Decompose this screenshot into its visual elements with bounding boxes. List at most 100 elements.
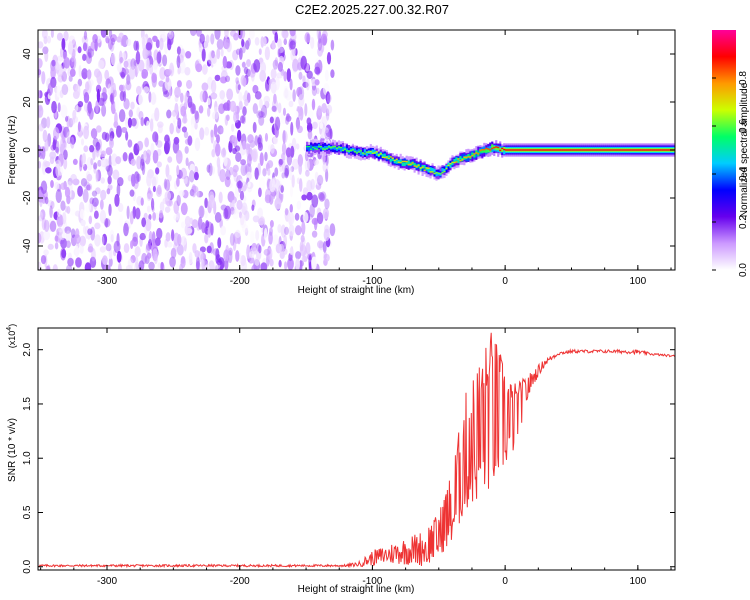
noise-speck — [164, 43, 168, 55]
noise-speck — [237, 84, 241, 91]
noise-speck — [140, 158, 145, 171]
noise-speck — [246, 153, 252, 167]
noise-speck — [187, 135, 193, 146]
noise-speck — [281, 30, 289, 39]
noise-speck — [326, 93, 332, 103]
signal-cell — [624, 149, 627, 151]
noise-speck — [220, 127, 224, 134]
noise-speck — [99, 199, 104, 210]
signal-cell — [481, 149, 484, 151]
signal-cell — [469, 152, 472, 159]
noise-speck — [277, 61, 284, 72]
signal-cell — [425, 167, 428, 171]
noise-speck — [204, 126, 210, 136]
noise-speck — [242, 106, 247, 116]
noise-speck — [133, 40, 138, 51]
noise-speck — [319, 122, 323, 130]
signal-cell — [306, 145, 309, 148]
figure-title: C2E2.2025.227.00.32.R07 — [295, 2, 449, 17]
noise-speck — [325, 115, 331, 122]
noise-speck — [130, 158, 136, 166]
noise-speck — [282, 129, 286, 144]
noise-speck — [169, 122, 174, 135]
signal-cell — [429, 171, 432, 173]
noise-speck — [143, 150, 147, 162]
noise-speck — [58, 228, 66, 241]
noise-speck — [100, 150, 106, 157]
noise-speck — [87, 183, 93, 191]
noise-speck — [90, 128, 98, 139]
noise-speck — [176, 165, 180, 176]
noise-speck — [229, 233, 235, 246]
signal-cell — [610, 149, 613, 151]
signal-cell — [634, 149, 637, 151]
signal-cell — [427, 168, 430, 173]
noise-speck — [194, 250, 200, 258]
noise-speck — [70, 136, 75, 149]
noise-speck — [294, 225, 302, 236]
signal-cell — [612, 149, 615, 151]
noise-speck — [104, 217, 109, 228]
snr-x-ticks: -300 -200 -100 0 100 — [40, 328, 672, 587]
noise-speck — [80, 178, 88, 187]
noise-speck — [191, 219, 199, 229]
noise-speck — [64, 186, 71, 199]
signal-cell — [457, 159, 460, 164]
noise-speck — [252, 215, 260, 223]
noise-speck — [257, 137, 262, 145]
noise-speck — [86, 173, 93, 182]
signal-cell — [433, 168, 436, 173]
noise-speck — [185, 79, 193, 89]
noise-speck — [127, 139, 133, 148]
noise-speck — [191, 103, 196, 114]
noise-speck — [130, 240, 134, 250]
noise-speck — [110, 91, 115, 105]
signal-cell — [646, 149, 649, 151]
signal-cell — [361, 147, 364, 155]
noise-speck — [139, 232, 146, 241]
noise-speck — [191, 202, 197, 217]
noise-speck — [165, 232, 171, 242]
noise-speck — [46, 116, 51, 129]
noise-speck — [292, 158, 300, 170]
signal-cell — [407, 160, 410, 165]
noise-speck — [219, 89, 226, 100]
signal-cell — [355, 152, 358, 154]
noise-speck — [208, 162, 213, 177]
noise-speck — [225, 114, 230, 121]
noise-speck — [258, 115, 265, 126]
noise-speck — [292, 89, 296, 102]
noise-speck — [42, 129, 48, 143]
noise-speck — [277, 48, 281, 58]
noise-speck — [62, 212, 67, 225]
noise-speck — [83, 225, 87, 235]
noise-speck — [176, 55, 181, 69]
noise-speck — [185, 227, 193, 235]
noise-speck — [311, 256, 317, 270]
noise-speck — [38, 104, 44, 118]
noise-speck — [210, 130, 214, 144]
noise-speck — [140, 197, 144, 206]
noise-speck — [60, 182, 67, 191]
signal-cell — [355, 150, 358, 154]
noise-speck — [81, 72, 87, 79]
noise-speck — [135, 50, 141, 65]
noise-speck — [205, 34, 210, 44]
noise-speck — [234, 145, 241, 152]
signal-cell — [371, 152, 374, 154]
noise-speck — [114, 97, 120, 112]
signal-cell — [391, 157, 394, 159]
noise-speck — [218, 191, 223, 204]
spectrogram-x-label: Height of straight line (km) — [298, 285, 415, 296]
signal-cell — [513, 149, 516, 151]
noise-speck — [160, 261, 164, 270]
noise-speck — [204, 233, 209, 244]
noise-speck — [91, 190, 98, 197]
noise-speck — [115, 125, 122, 138]
noise-speck — [77, 185, 83, 197]
noise-speck — [38, 41, 44, 49]
noise-speck — [289, 185, 294, 198]
noise-speck — [187, 95, 193, 108]
noise-speck — [70, 209, 76, 216]
noise-speck — [170, 247, 177, 259]
